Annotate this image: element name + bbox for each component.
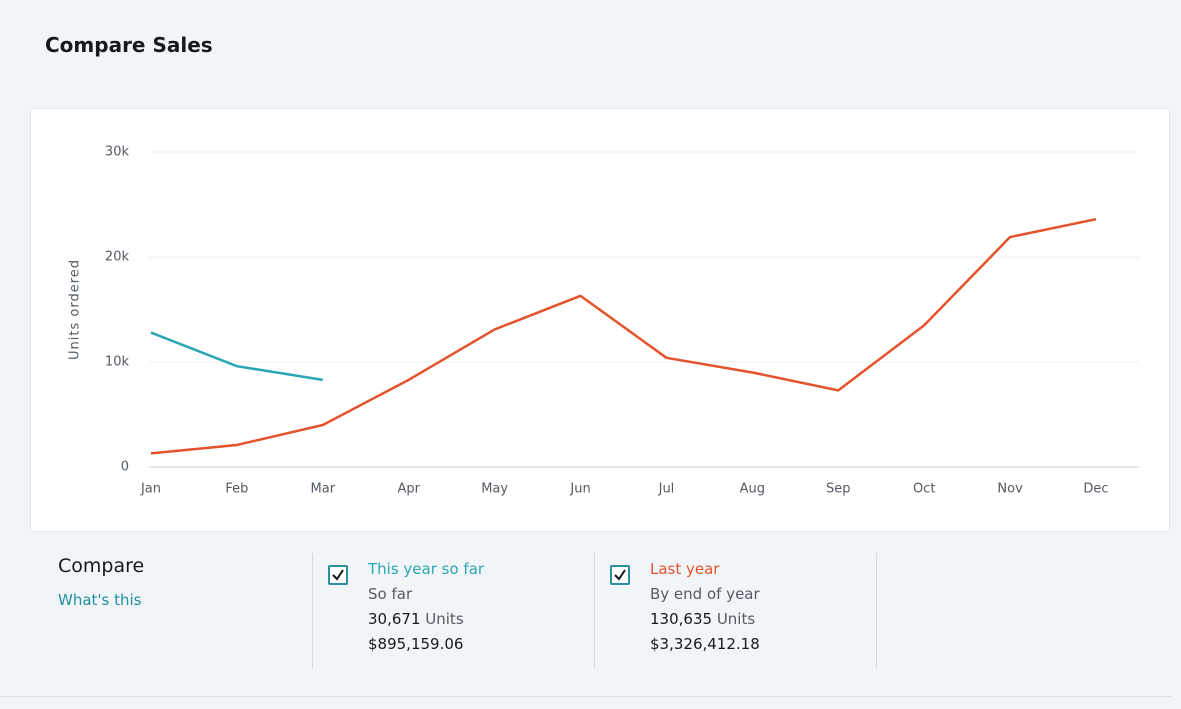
item-text: This year so far So far 30,671 Units $89… xyxy=(368,557,484,657)
compare-info: Compare What's this xyxy=(58,553,144,669)
y-axis-label: Units ordered xyxy=(68,259,83,360)
checkbox[interactable] xyxy=(328,565,348,585)
divider xyxy=(876,553,877,669)
item-subtitle: So far xyxy=(368,585,413,603)
item-name: This year so far xyxy=(368,560,485,578)
y-tick-label: 0 xyxy=(121,460,129,475)
y-tick-label: 10k xyxy=(105,355,130,370)
checkbox[interactable] xyxy=(610,565,630,585)
item-units: 130,635 Units xyxy=(650,607,760,632)
x-tick-label: Apr xyxy=(397,482,420,497)
x-tick-label: Dec xyxy=(1083,482,1108,497)
x-tick-label: Oct xyxy=(913,482,935,497)
units-value: 130,635 xyxy=(650,610,713,628)
compare-item: Last year By end of year 130,635 Units $… xyxy=(594,553,876,669)
chart: 0 10k 20k 30k Units ordered Jan Feb Mar Apr May Ju… xyxy=(68,145,1139,497)
compare-item: This year so far So far 30,671 Units $89… xyxy=(312,553,594,669)
check-icon xyxy=(332,569,344,581)
series-line xyxy=(150,331,324,382)
units-label: Units xyxy=(716,610,756,628)
x-tick-label: Nov xyxy=(997,482,1023,497)
item-name: Last year xyxy=(650,560,720,578)
x-tick-label: Jan xyxy=(140,482,161,497)
item-text: Last year By end of year 130,635 Units $… xyxy=(650,557,760,657)
page-title: Compare Sales xyxy=(45,33,213,57)
divider xyxy=(594,553,595,669)
y-tick-label: 20k xyxy=(105,250,130,265)
check-icon xyxy=(614,569,626,581)
y-tick-label: 30k xyxy=(105,145,130,160)
x-tick-label: Aug xyxy=(740,482,765,497)
compare-panel: Compare What's this This year so far So … xyxy=(0,531,1172,697)
item-units: 30,671 Units xyxy=(368,607,484,632)
units-label: Units xyxy=(425,610,464,628)
divider xyxy=(312,553,313,669)
x-tick-label: Sep xyxy=(826,482,851,497)
series-line xyxy=(150,217,1097,455)
x-tick-label: May xyxy=(481,482,508,497)
compare-heading: Compare xyxy=(58,555,145,577)
x-tick-label: Jul xyxy=(658,482,675,497)
item-subtitle: By end of year xyxy=(650,585,760,603)
item-revenue: $895,159.06 xyxy=(368,635,464,653)
chart-panel: 0 10k 20k 30k Units ordered Jan Feb Mar Apr May Ju… xyxy=(30,108,1170,532)
units-value: 30,671 xyxy=(368,610,421,628)
whats-this-link[interactable]: What's this xyxy=(58,591,142,609)
x-tick-label: Jun xyxy=(569,482,590,497)
x-tick-label: Mar xyxy=(311,482,336,497)
x-tick-label: Feb xyxy=(225,482,248,497)
item-revenue: $3,326,412.18 xyxy=(650,635,760,653)
